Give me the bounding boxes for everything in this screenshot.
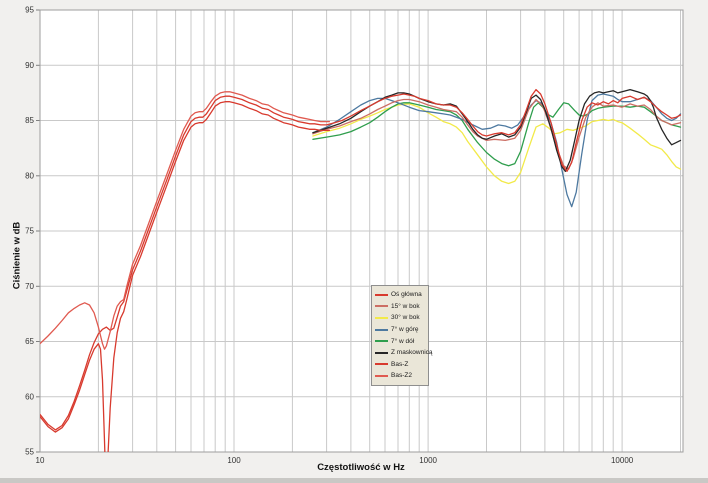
x-tick-label: 100	[227, 456, 241, 465]
legend-entry-z-maskownica: Z maskownicą	[375, 347, 433, 359]
legend-swatch-7-w-dol	[375, 340, 388, 343]
y-tick-label: 75	[25, 227, 34, 236]
x-tick-label: 10	[36, 456, 45, 465]
y-tick-label: 60	[25, 392, 34, 401]
legend-label: 7° w dół	[391, 337, 415, 345]
bottom-edge-strip	[0, 478, 708, 483]
y-tick-label: 90	[25, 61, 34, 70]
y-tick-label: 80	[25, 171, 34, 180]
legend-entry-bas-z2: Bas-Z2	[375, 370, 427, 382]
legend-swatch-30-w-bok	[375, 316, 388, 319]
legend-swatch-z-maskownica	[375, 351, 388, 354]
series-15-w-bok	[312, 98, 682, 170]
legend-label: Z maskownicą	[391, 349, 433, 357]
x-tick-label: 1000	[419, 456, 437, 465]
series-os-glowna	[40, 88, 682, 431]
legend-entry-7-w-gore: 7° w górę	[375, 324, 427, 336]
legend-swatch-7-w-gore	[375, 328, 388, 331]
y-axis-title: Ciśnienie w dB	[11, 221, 23, 290]
legend-entry-7-w-dol: 7° w dół	[375, 335, 427, 347]
chart-legend: Oś główna 15° w bok 30° w bok 7° w górę 7° w…	[371, 285, 433, 386]
legend-label: Oś główna	[391, 291, 422, 299]
legend-swatch-15-w-bok	[375, 305, 388, 308]
legend-label: 7° w górę	[391, 326, 419, 334]
legend-swatch-bas-z	[375, 363, 388, 366]
legend-label: 15° w bok	[391, 302, 420, 310]
x-tick-label: 10000	[611, 456, 634, 465]
legend-label: 30° w bok	[391, 314, 420, 322]
legend-swatch-bas-z2	[375, 374, 388, 377]
legend-swatch-os-glowna	[375, 293, 388, 296]
legend-entry-30-w-bok: 30° w bok	[375, 312, 427, 324]
legend-label: Bas-Z	[391, 360, 409, 368]
y-tick-label: 70	[25, 282, 34, 291]
series-bas-z2	[40, 91, 331, 350]
legend-entry-bas-z: Bas-Z	[375, 359, 427, 371]
y-tick-label: 55	[25, 448, 34, 457]
legend-entry-15-w-bok: 15° w bok	[375, 301, 427, 313]
legend-entry-os-glowna: Oś główna	[375, 289, 427, 301]
plot-border	[39, 9, 684, 453]
y-tick-label: 95	[25, 6, 34, 15]
x-axis-title: Częstotliwość w Hz	[317, 462, 405, 473]
series-z-maskownica	[312, 88, 682, 172]
series-7-w-dol	[312, 102, 682, 167]
y-tick-label: 85	[25, 116, 34, 125]
y-tick-label: 65	[25, 337, 34, 346]
series-bas-z	[40, 101, 331, 452]
legend-label: Bas-Z2	[391, 372, 412, 380]
